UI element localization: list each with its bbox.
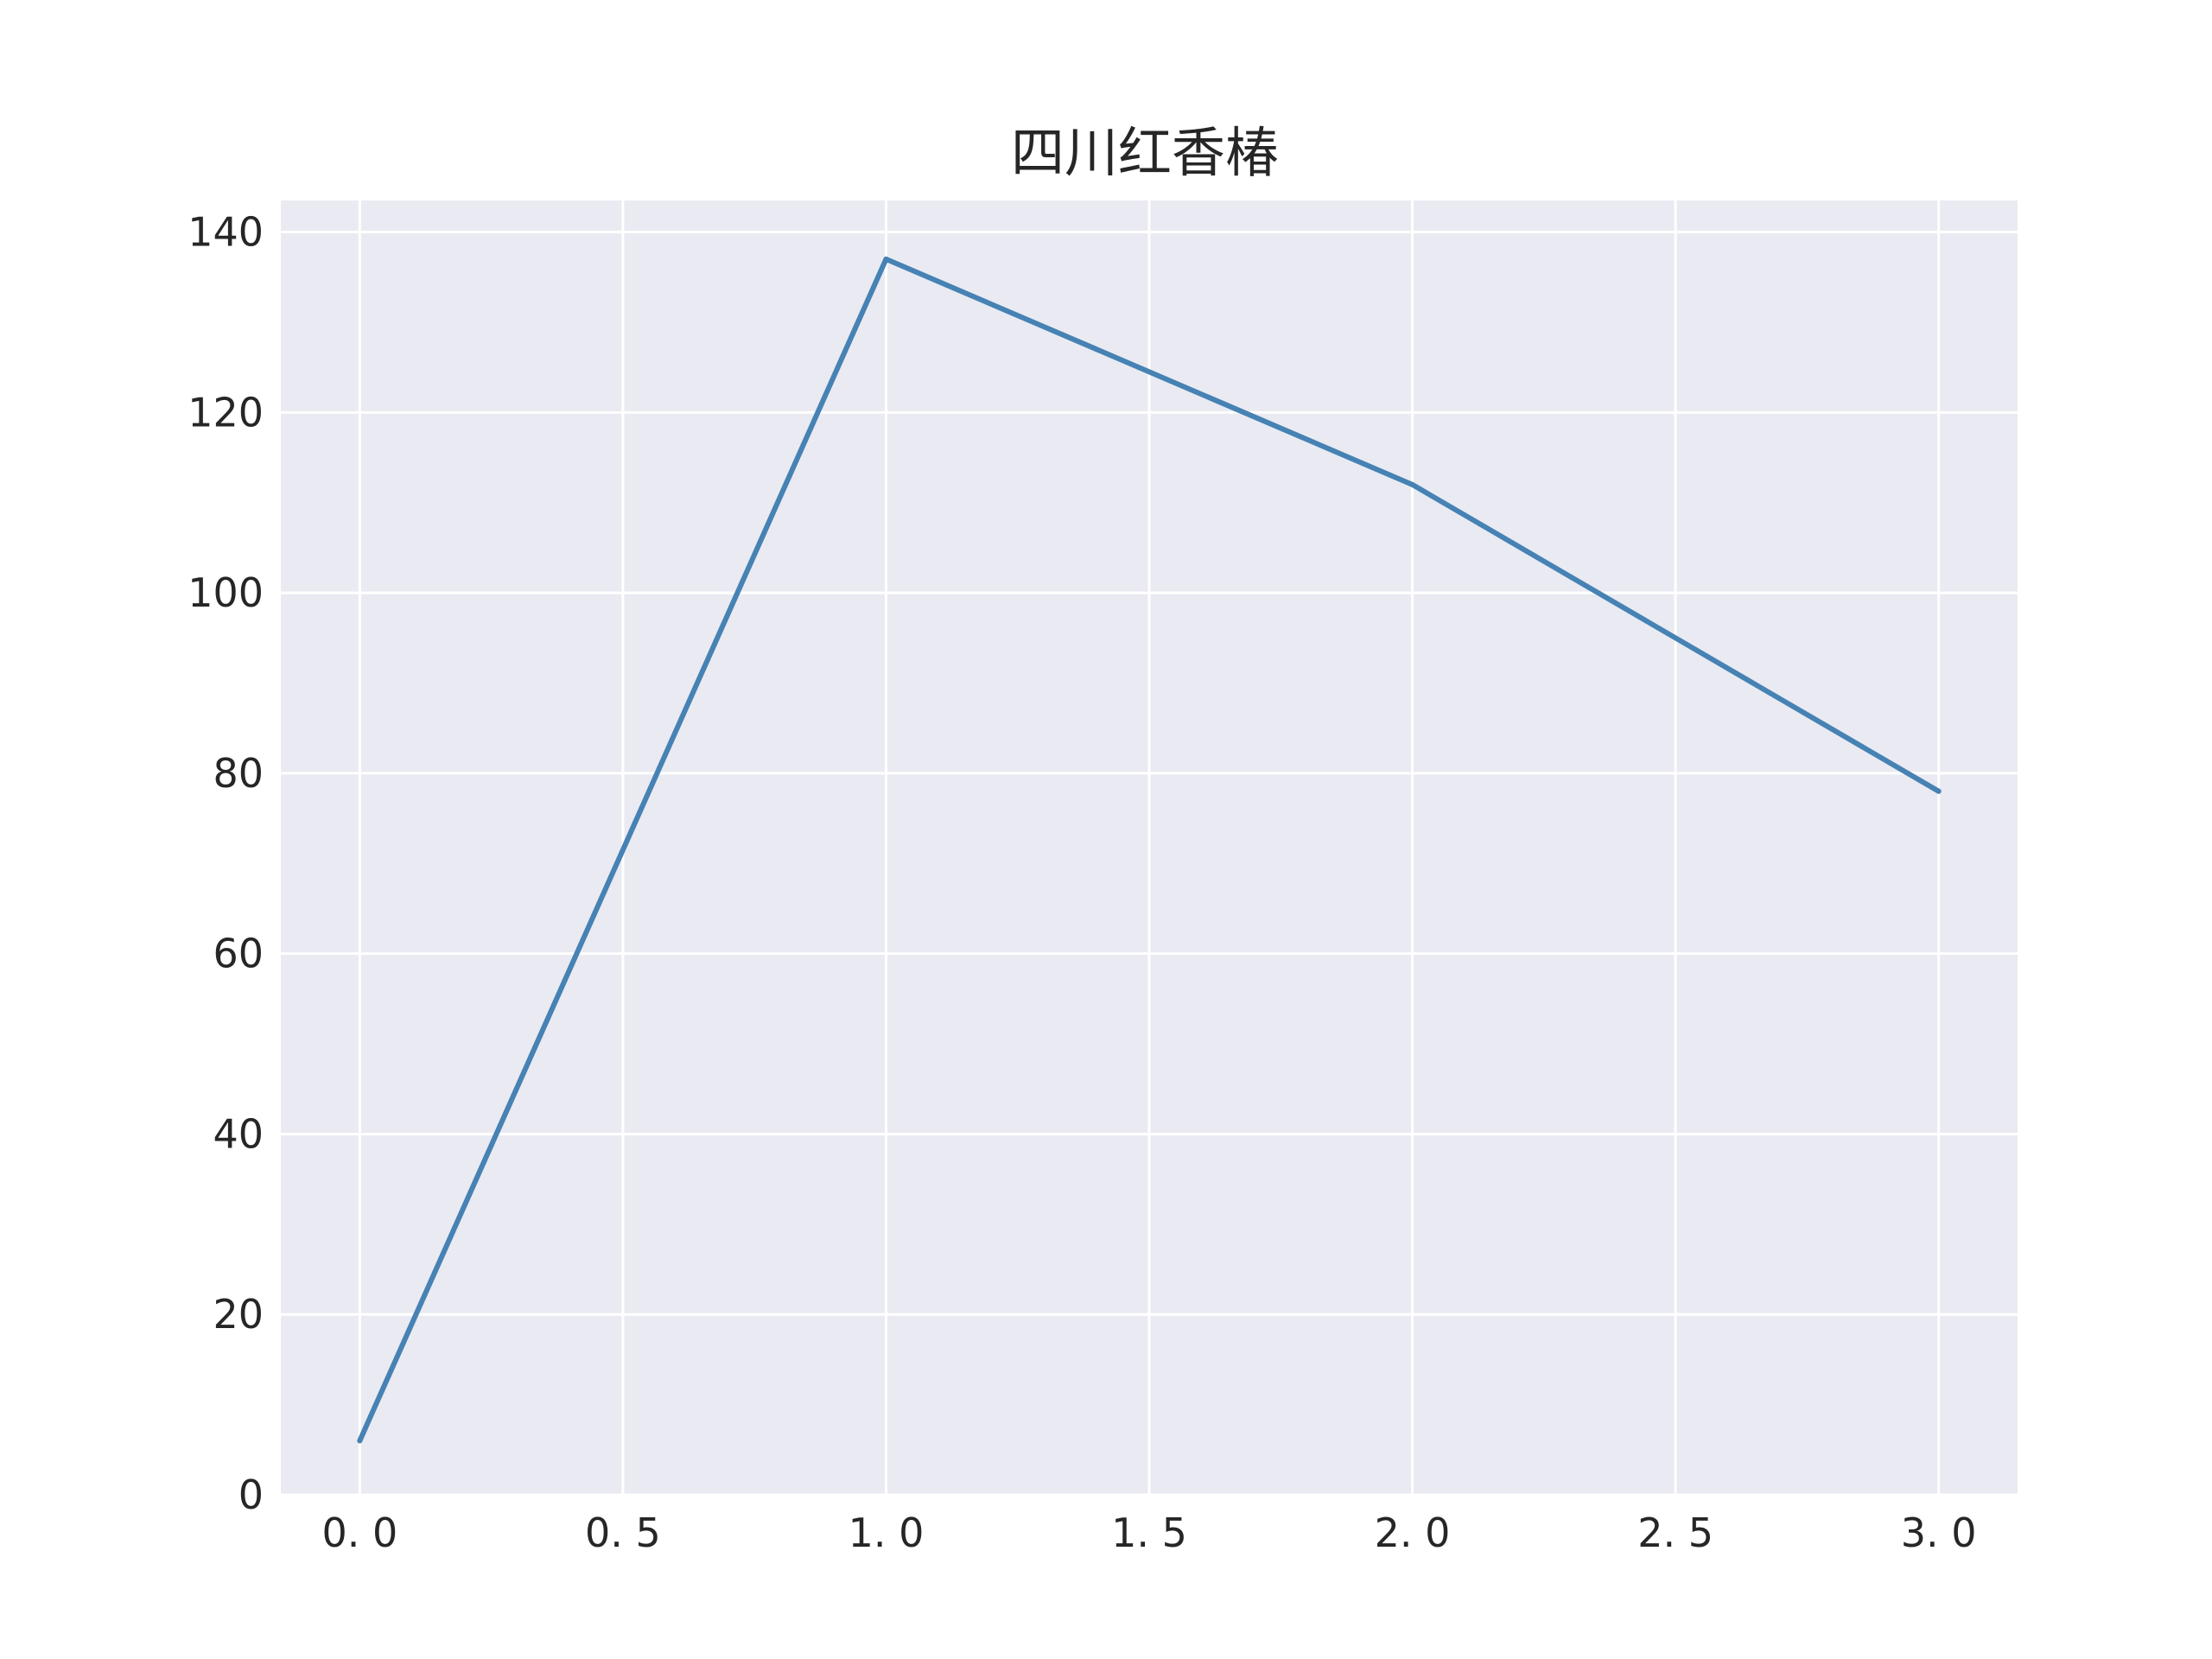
x-tick-label: 1. 0: [849, 1510, 925, 1556]
y-tick-label: 140: [188, 209, 264, 256]
series-line-0: [357, 256, 1942, 1444]
data-point: [1936, 788, 1942, 794]
y-axis-ticks: 0 20 40 60 80 100 120 140: [188, 209, 264, 1518]
series-layer: [357, 256, 1942, 1444]
x-axis-ticks: 0. 0 0. 5 1. 0 1. 5 2. 0 2. 5 3. 0: [321, 1510, 1976, 1556]
x-tick-label: 2. 0: [1375, 1510, 1451, 1556]
x-tick-label: 2. 5: [1637, 1510, 1713, 1556]
grid-lines: [281, 200, 2018, 1497]
y-tick-label: 80: [213, 750, 264, 797]
y-tick-label: 120: [188, 389, 264, 435]
x-tick-label: 0. 5: [585, 1510, 661, 1556]
y-tick-label: 20: [213, 1291, 264, 1338]
data-point: [883, 256, 889, 262]
x-tick-label: 0. 0: [321, 1510, 397, 1556]
data-point: [1409, 481, 1415, 487]
x-tick-label: 3. 0: [1901, 1510, 1977, 1556]
y-tick-label: 0: [238, 1471, 264, 1518]
data-point: [357, 1438, 363, 1444]
y-tick-label: 60: [213, 931, 264, 977]
x-tick-label: 1. 5: [1111, 1510, 1187, 1556]
chart-title: 四川红香椿: [1011, 121, 1279, 184]
y-tick-label: 100: [188, 569, 264, 616]
y-tick-label: 40: [213, 1110, 264, 1157]
